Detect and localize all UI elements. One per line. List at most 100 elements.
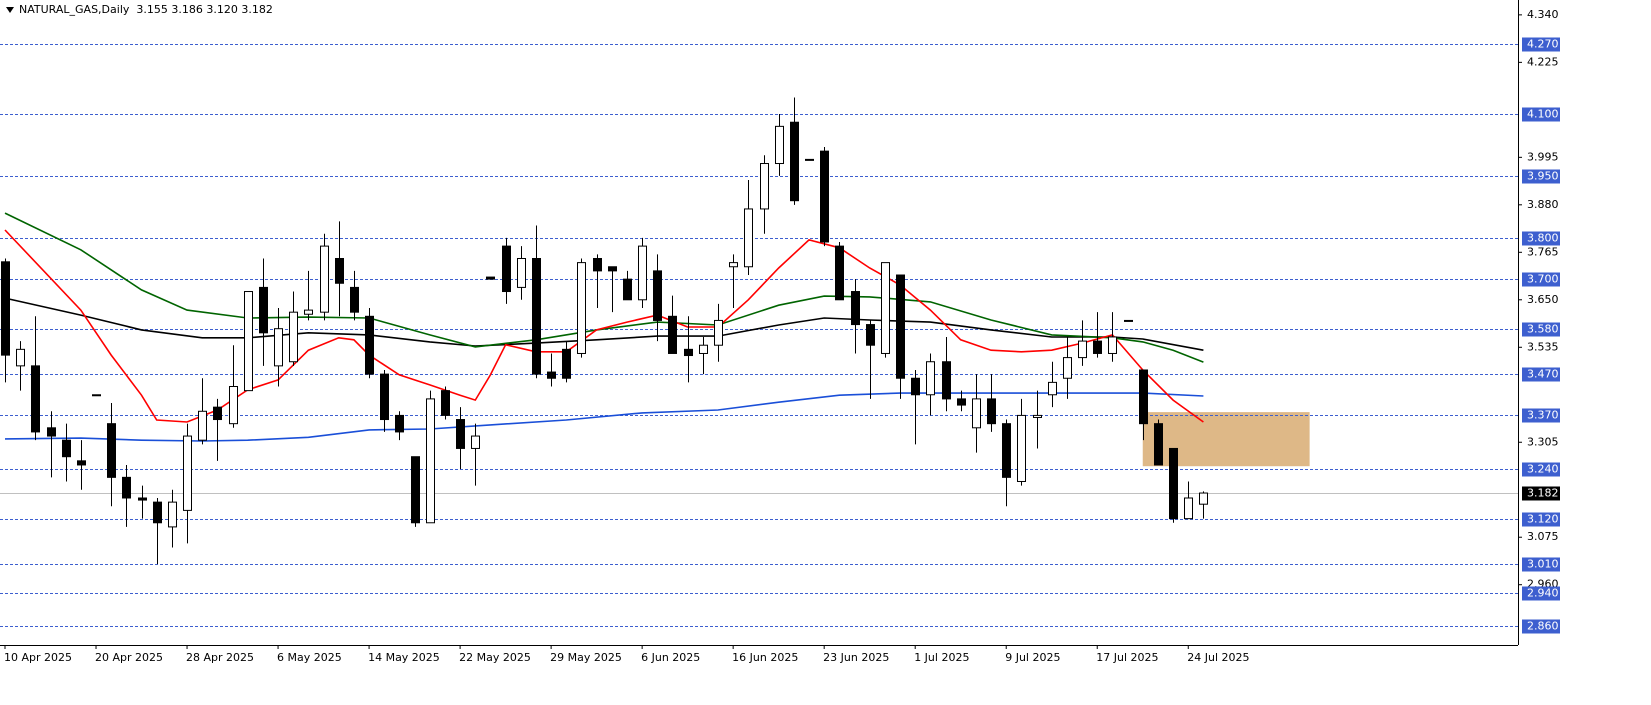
candle-body bbox=[547, 371, 556, 379]
candle-body bbox=[729, 262, 738, 268]
x-tick-label: 14 May 2025 bbox=[368, 651, 440, 664]
y-tick-label: 3.305 bbox=[1527, 435, 1559, 448]
level-label: 3.700 bbox=[1527, 273, 1559, 286]
level-label: 4.100 bbox=[1527, 108, 1559, 121]
x-tick-label: 22 May 2025 bbox=[459, 651, 531, 664]
moving-average bbox=[4, 297, 1204, 351]
candle-body bbox=[790, 121, 799, 202]
level-label-box bbox=[1522, 586, 1560, 601]
last-price-label: 3.182 bbox=[1527, 487, 1559, 500]
candle-body bbox=[851, 291, 860, 326]
candle-body bbox=[608, 266, 617, 272]
x-tick-label: 28 Apr 2025 bbox=[186, 651, 254, 664]
y-tick-label: 4.340 bbox=[1527, 8, 1559, 21]
candle-body bbox=[62, 439, 71, 458]
last-price-box bbox=[1522, 486, 1560, 501]
x-tick-label: 9 Jul 2025 bbox=[1005, 651, 1060, 664]
level-label: 3.950 bbox=[1527, 170, 1559, 183]
x-tick-label: 17 Jul 2025 bbox=[1096, 651, 1158, 664]
candle-body bbox=[593, 257, 602, 272]
level-label: 3.470 bbox=[1527, 368, 1559, 381]
candle-body bbox=[957, 398, 966, 406]
candle-body bbox=[684, 348, 693, 357]
candle-body bbox=[350, 286, 359, 313]
candle-body bbox=[1063, 357, 1072, 379]
zone bbox=[1142, 412, 1310, 467]
candle-body bbox=[16, 348, 25, 367]
candle-body bbox=[1184, 497, 1193, 520]
x-tick-label: 24 Jul 2025 bbox=[1187, 651, 1249, 664]
level-label-box bbox=[1522, 619, 1560, 634]
candle-body bbox=[866, 324, 875, 346]
x-tick-label: 23 Jun 2025 bbox=[823, 651, 889, 664]
candle-body bbox=[244, 291, 253, 392]
level-label: 4.270 bbox=[1527, 38, 1559, 51]
candle-body bbox=[380, 373, 389, 421]
y-tick-label: 3.765 bbox=[1527, 245, 1559, 258]
candle-body bbox=[562, 348, 571, 379]
candle-body bbox=[395, 414, 404, 433]
candle-body bbox=[1033, 414, 1042, 418]
candle-body bbox=[577, 262, 586, 354]
level-label: 3.800 bbox=[1527, 232, 1559, 245]
candle-body bbox=[1124, 319, 1133, 322]
candle-body bbox=[1078, 340, 1087, 359]
level-label-box bbox=[1522, 37, 1560, 52]
candle-body bbox=[426, 398, 435, 524]
y-tick-label: 3.075 bbox=[1527, 530, 1559, 543]
candle-body bbox=[1154, 423, 1163, 466]
candle-body bbox=[623, 278, 632, 301]
menu-triangle[interactable] bbox=[6, 7, 14, 13]
candle-body bbox=[274, 328, 283, 367]
candle-body bbox=[47, 427, 56, 437]
level-label-box bbox=[1522, 169, 1560, 184]
candle-body bbox=[502, 245, 511, 293]
candle-body bbox=[699, 344, 708, 354]
x-tick-label: 6 May 2025 bbox=[277, 651, 342, 664]
candle-body bbox=[881, 262, 890, 354]
candle-body bbox=[775, 125, 784, 165]
candle-body bbox=[987, 398, 996, 425]
level-label: 2.940 bbox=[1527, 587, 1559, 600]
candle-body bbox=[1, 261, 10, 356]
chart-title: NATURAL_GAS,Daily 3.155 3.186 3.120 3.18… bbox=[19, 3, 273, 16]
candle-body bbox=[926, 361, 935, 396]
candle-body bbox=[911, 377, 920, 396]
candle-body bbox=[183, 435, 192, 511]
plot-area bbox=[0, 0, 1518, 645]
candle-body bbox=[805, 158, 814, 161]
candle-body bbox=[653, 270, 662, 321]
level-label: 2.860 bbox=[1527, 620, 1559, 633]
candle-body bbox=[138, 497, 147, 501]
candle-body bbox=[1002, 423, 1011, 478]
level-label-box bbox=[1522, 107, 1560, 122]
level-label-box bbox=[1522, 557, 1560, 572]
candle-body bbox=[1017, 414, 1026, 482]
x-tick-label: 29 May 2025 bbox=[550, 651, 622, 664]
level-label-box bbox=[1522, 408, 1560, 423]
candle-body bbox=[714, 319, 723, 346]
candle-body bbox=[229, 386, 238, 425]
y-tick-label: 3.880 bbox=[1527, 198, 1559, 211]
candle-body bbox=[1169, 447, 1178, 520]
candle-body bbox=[31, 365, 40, 433]
candle-body bbox=[289, 311, 298, 363]
candle-body bbox=[92, 394, 101, 397]
x-tick-label: 20 Apr 2025 bbox=[95, 651, 163, 664]
level-label-box bbox=[1522, 512, 1560, 527]
candle-body bbox=[1093, 340, 1102, 354]
candle-body bbox=[471, 435, 480, 449]
candle-body bbox=[411, 456, 420, 524]
candle-body bbox=[942, 361, 951, 400]
x-tick-label: 16 Jun 2025 bbox=[732, 651, 798, 664]
moving-average bbox=[4, 392, 1204, 442]
y-tick-label: 3.650 bbox=[1527, 293, 1559, 306]
candle-body bbox=[638, 245, 647, 301]
candle-body bbox=[820, 150, 829, 243]
candle-body bbox=[198, 410, 207, 441]
candle-body bbox=[365, 315, 374, 375]
candle-body bbox=[532, 257, 541, 375]
candle-body bbox=[486, 276, 495, 280]
